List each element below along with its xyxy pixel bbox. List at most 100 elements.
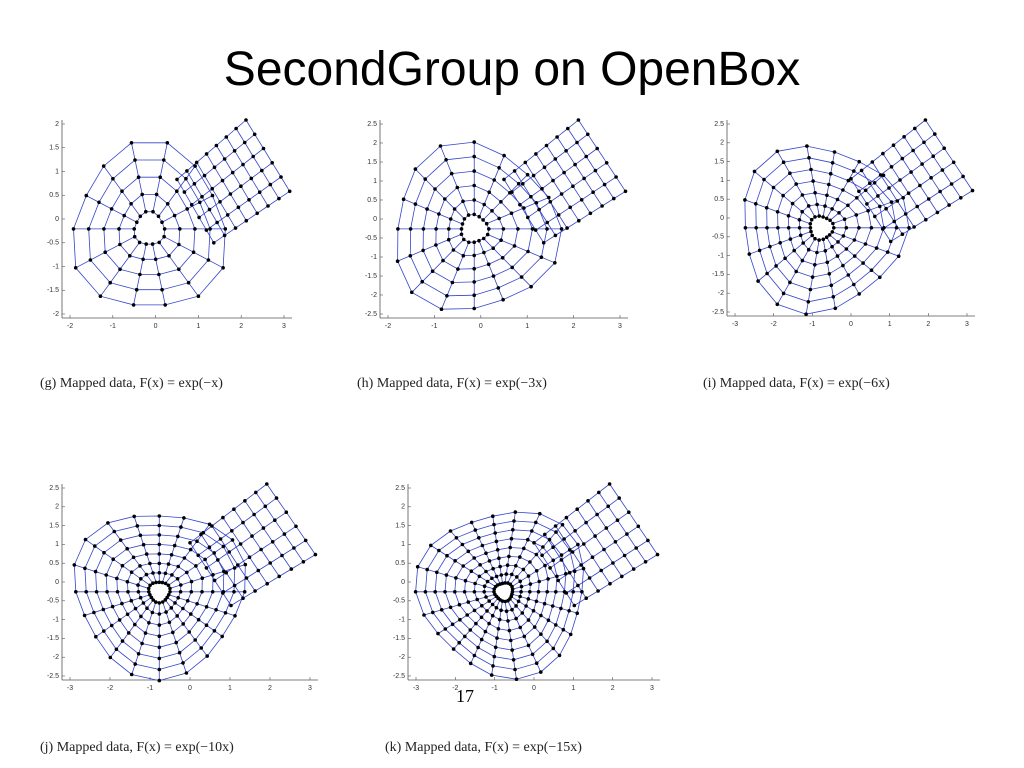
mesh-node: [162, 158, 166, 162]
mesh-node: [86, 227, 91, 231]
mesh-node: [959, 196, 963, 200]
mesh-line: [576, 508, 623, 577]
mesh-line: [222, 517, 268, 584]
mesh-node: [472, 293, 477, 298]
mesh-node: [466, 213, 471, 217]
mesh-node: [212, 629, 217, 633]
mesh-node: [242, 590, 247, 594]
mesh-node: [303, 538, 308, 543]
mesh-node: [413, 167, 418, 171]
mesh-node: [461, 253, 466, 258]
mesh-node: [205, 654, 209, 658]
mesh-node: [150, 610, 155, 615]
mesh-node: [907, 226, 911, 230]
mesh-line: [206, 176, 282, 231]
mesh-node: [255, 211, 259, 216]
mesh-node: [584, 596, 588, 600]
mesh-node: [492, 522, 496, 527]
mesh-node: [211, 573, 215, 577]
mesh-node: [477, 574, 482, 579]
mesh-node: [465, 613, 470, 617]
mesh-node: [798, 233, 803, 238]
mesh-node: [765, 226, 769, 230]
mesh-node: [430, 269, 435, 274]
mesh-line: [206, 511, 287, 569]
mesh-node: [487, 190, 492, 194]
mesh-node: [752, 169, 757, 174]
mesh-node: [462, 590, 467, 594]
mesh-node: [462, 237, 466, 242]
mesh-node: [160, 580, 165, 585]
mesh-node: [147, 590, 151, 594]
mesh-node: [118, 538, 123, 542]
mesh-node: [869, 268, 874, 273]
mesh-node: [207, 545, 212, 549]
mesh-line: [574, 554, 658, 606]
mesh-node: [218, 537, 223, 541]
mesh-node: [241, 520, 245, 525]
mesh-node: [279, 175, 283, 179]
mesh-node: [145, 606, 149, 610]
mesh-node: [620, 574, 624, 579]
mesh-node: [743, 198, 747, 202]
mesh-line: [541, 497, 620, 556]
mesh-node: [567, 609, 571, 613]
mesh-node: [859, 168, 864, 173]
mesh-node: [625, 532, 629, 536]
mesh-node: [516, 599, 521, 604]
mesh-node: [502, 153, 506, 158]
mesh-node: [210, 186, 214, 191]
mesh-node: [176, 534, 180, 539]
mesh-node: [548, 566, 552, 570]
mesh-node: [473, 581, 477, 586]
mesh-node: [253, 589, 257, 593]
mesh-node: [413, 590, 418, 594]
mesh-node: [519, 590, 523, 594]
mesh-node: [484, 221, 489, 226]
mesh-node: [540, 553, 544, 558]
mesh-node: [445, 294, 449, 298]
mesh-line: [73, 515, 246, 682]
y-tick-label: 2: [55, 504, 59, 511]
mesh-node: [841, 188, 845, 192]
mesh-node: [854, 213, 859, 217]
mesh-node: [214, 143, 219, 148]
mesh-node: [146, 586, 151, 591]
x-tick-label: 1: [888, 321, 892, 328]
mesh-node: [554, 623, 558, 627]
mesh-line: [214, 525, 297, 581]
mesh-node: [273, 518, 277, 522]
y-tick-label: 1.5: [714, 158, 724, 165]
mesh-node: [543, 563, 547, 568]
mesh-node: [115, 576, 119, 581]
mesh-node: [197, 215, 201, 220]
mesh-node: [510, 587, 515, 591]
mesh-node: [861, 261, 865, 265]
mesh-node: [460, 542, 465, 547]
mesh-node: [232, 149, 237, 153]
mesh-node: [526, 249, 530, 254]
y-tick-label: 0.5: [395, 560, 405, 567]
mesh-node: [154, 580, 158, 585]
mesh-node: [547, 195, 551, 200]
mesh-node: [120, 601, 124, 606]
mesh-node: [210, 524, 214, 528]
y-tick-label: 1: [401, 541, 405, 548]
mesh-node: [157, 656, 162, 661]
mesh-node: [576, 583, 580, 588]
mesh-node: [495, 636, 499, 640]
mesh-line: [225, 136, 269, 207]
mesh-line: [440, 145, 469, 216]
mesh-node: [613, 540, 618, 544]
mesh-node: [199, 646, 203, 650]
mesh-node: [82, 613, 87, 618]
mesh-node: [805, 144, 809, 148]
mesh-node: [828, 171, 833, 176]
mesh-node: [138, 595, 143, 600]
mesh-node: [600, 204, 604, 208]
mesh-node: [557, 653, 562, 658]
mesh-node: [586, 132, 590, 137]
mesh-node: [257, 190, 262, 194]
y-tick-label: -2.5: [365, 311, 377, 318]
mesh-node: [467, 240, 471, 245]
